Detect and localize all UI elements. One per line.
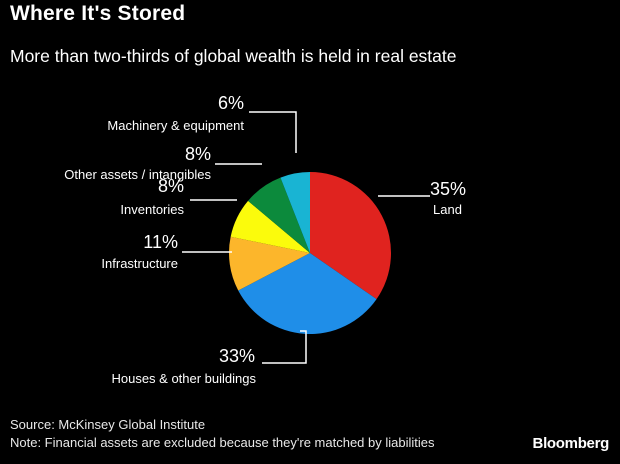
- chart-title: Where It's Stored: [10, 2, 186, 25]
- pie-slice-other-assets-intangibles: [248, 177, 310, 253]
- value-label-inventories: 8%: [158, 176, 184, 196]
- pie-slice-machinery-and-equipment: [280, 172, 310, 253]
- source-note: Source: McKinsey Global Institute: [10, 417, 206, 432]
- value-label-infrastructure: 11%: [143, 232, 178, 252]
- category-label-infrastructure: Infrastructure: [101, 256, 178, 271]
- chart-subtitle: More than two-thirds of global wealth is…: [10, 46, 457, 66]
- leader-line-houses-and-other-buildings: [262, 330, 307, 364]
- value-label-land: 35%: [430, 179, 466, 199]
- value-label-machinery-and-equipment: 6%: [218, 93, 244, 113]
- category-label-houses-and-other-buildings: Houses & other buildings: [111, 371, 256, 386]
- category-label-other-assets-intangibles: Other assets / intangibles: [64, 167, 211, 182]
- category-label-inventories: Inventories: [120, 202, 184, 217]
- footnote: Note: Financial assets are excluded beca…: [10, 435, 435, 450]
- bloomberg-logo: Bloomberg: [532, 435, 610, 452]
- pie-slice-inventories: [230, 200, 310, 253]
- pie-slice-infrastructure: [228, 236, 310, 291]
- pie-slice-houses-and-other-buildings: [238, 253, 377, 335]
- category-label-machinery-and-equipment: Machinery & equipment: [107, 118, 244, 133]
- category-label-land: Land: [433, 202, 462, 217]
- value-label-other-assets-intangibles: 8%: [185, 144, 211, 164]
- pie-slice-land: [310, 172, 391, 300]
- leader-line-machinery-and-equipment: [249, 111, 297, 153]
- value-label-houses-and-other-buildings: 33%: [219, 346, 255, 366]
